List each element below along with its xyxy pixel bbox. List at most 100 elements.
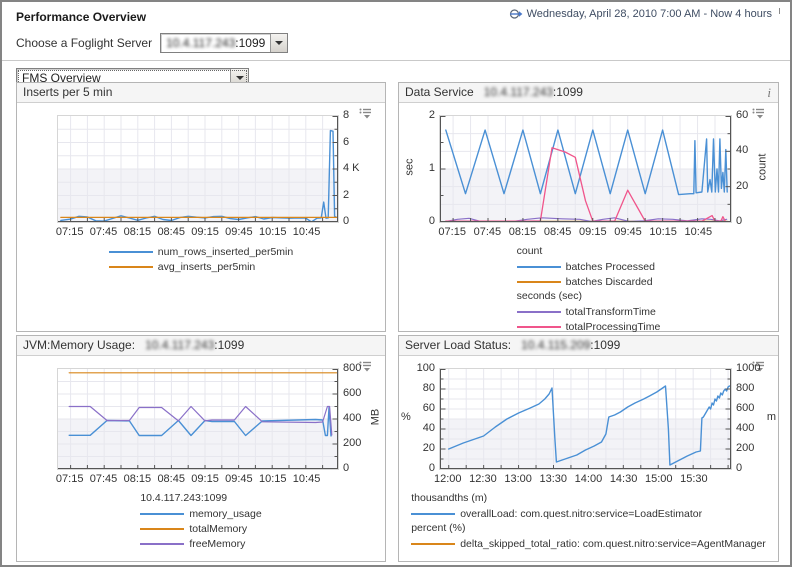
server-select-value: 10.4.117.243:1099	[161, 34, 270, 52]
legend-item-label: batches Discarded	[565, 275, 653, 288]
legend-group-header: seconds (sec)	[516, 290, 582, 302]
x-axis: 07:15 07:45 08:15 08:45 09:15 09:45 10:15 10:45	[438, 225, 732, 241]
y-tick-label: 0	[736, 462, 743, 474]
x-tick-label: 15:30	[680, 473, 708, 485]
chart-legend: thousandths (m) overallLoad: com.quest.ni…	[411, 491, 766, 551]
timerange-menu-icon[interactable]	[776, 8, 780, 14]
panel-port: :1099	[214, 338, 245, 352]
plot-area	[57, 115, 339, 223]
server-select[interactable]: 10.4.117.243:1099	[160, 33, 289, 53]
panel-title: Server Load Status:	[405, 338, 512, 352]
legend-line-swatch	[516, 280, 561, 283]
legend-line-swatch	[108, 250, 153, 253]
left-axis: 0 20 40 60 80 100%	[399, 362, 439, 474]
legend-item: batches Discarded	[516, 274, 653, 289]
legend-line-swatch	[516, 310, 561, 313]
legend-item: batches Processed	[516, 259, 655, 274]
legend-line-swatch	[411, 512, 456, 515]
legend-group-header: thousandths (m)	[411, 492, 488, 504]
legend-item-label: totalProcessingTime	[565, 320, 661, 333]
chart-options-icon[interactable]	[752, 106, 766, 119]
view-select-value: FMS Overview	[22, 71, 101, 85]
plot-area	[57, 368, 339, 470]
x-tick-label: 08:45	[157, 226, 185, 238]
x-tick-label: 10:15	[258, 226, 287, 238]
y-tick-label: 6	[343, 135, 350, 148]
x-tick-label: 08:15	[508, 226, 537, 238]
chart-data-service: 0 1 2 sec 0 20 40 60 count 07:15 07:45 08:15 08:45 09…	[399, 109, 778, 334]
info-icon[interactable]: i	[767, 85, 771, 100]
x-tick-label: 07:15	[55, 473, 84, 485]
chart-options-icon[interactable]	[359, 106, 373, 119]
y-tick-label: 1	[428, 162, 435, 174]
legend-item: totalMemory	[140, 521, 247, 536]
legend-item: totalProcessingTime	[516, 319, 661, 334]
y-tick-label: 0	[343, 462, 350, 474]
chart-body: 0 2 4 K 6 8	[17, 109, 385, 227]
legend-item-label: overallLoad: com.quest.nitro:service=Loa…	[460, 507, 703, 520]
right-axis: 0 200 400 600 800 1000 m	[732, 362, 778, 474]
legend-item-label: memory_usage	[189, 507, 262, 520]
panel-host-redacted: 10.4.115.209	[521, 338, 591, 352]
y-tick-label: 200	[736, 442, 755, 454]
panel-title: Data Service	[405, 85, 474, 99]
y-tick-label: 400	[343, 412, 362, 424]
x-tick-label: 07:45	[473, 226, 502, 238]
x-axis: 07:15 07:45 08:15 08:45 09:15 09:45 10:15 10:45	[56, 225, 339, 241]
panel-server-load-status: Server Load Status: 10.4.115.209:1099 0 2…	[398, 335, 779, 562]
y-tick-label: 20	[422, 442, 435, 454]
x-tick-label: 12:00	[434, 473, 462, 485]
x-tick-label: 10:45	[292, 226, 321, 238]
y-tick-label: 0	[343, 215, 350, 227]
chart-options-icon[interactable]	[752, 359, 766, 372]
axis-label: MB	[368, 408, 381, 426]
chart-body: 0 200 400 600 800 MB	[17, 362, 385, 474]
left-axis	[17, 115, 57, 223]
panel-port: :1099	[552, 85, 583, 99]
left-axis: 0 1 2 sec	[399, 109, 439, 227]
chart-options-icon[interactable]	[359, 359, 373, 372]
y-tick-label: 200	[343, 437, 362, 449]
y-tick-label: 20	[736, 179, 749, 192]
timerange-label: Wednesday, April 28, 2010 7:00 AM - Now …	[526, 8, 772, 20]
panel-title: Inserts per 5 min	[23, 85, 113, 99]
axis-label: count	[756, 153, 769, 181]
chart-legend: 10.4.117.243:1099 memory_usage totalMemory…	[140, 491, 262, 551]
x-tick-label: 08:45	[543, 226, 572, 238]
legend-item-label: freeMemory	[189, 537, 246, 550]
panel-inserts-per-5min: Inserts per 5 min 0 2 4 K 6 8 07:15 07:45 08:15…	[16, 82, 386, 332]
chart-legend: count batches Processed batches Discarded s…	[516, 244, 661, 334]
x-tick-label: 09:45	[225, 226, 253, 238]
x-tick-label: 10:15	[649, 226, 677, 238]
x-tick-label: 14:00	[574, 473, 603, 485]
server-select-label: Choose a Foglight Server	[16, 36, 153, 50]
y-tick-label: 0	[428, 215, 435, 227]
server-select-arrow-icon[interactable]	[270, 34, 288, 52]
y-tick-label: 40	[422, 422, 435, 434]
x-axis: 07:15 07:45 08:15 08:45 09:15 09:45 10:15 10:45	[55, 472, 339, 488]
legend-line-swatch	[140, 512, 185, 515]
axis-label: m	[766, 411, 776, 423]
x-tick-label: 09:15	[191, 473, 219, 485]
right-axis: 0 2 4 K 6 8	[339, 109, 385, 227]
x-tick-label: 07:15	[438, 226, 466, 238]
legend-item: num_rows_inserted_per5min	[108, 244, 293, 259]
panel-body: 0 2 4 K 6 8 07:15 07:45 08:15 08:45 09:15 09:45 10:…	[17, 103, 385, 274]
timerange-control[interactable]: Wednesday, April 28, 2010 7:00 AM - Now …	[509, 8, 780, 20]
panel-body: 0 20 40 60 80 100% 0 200 400 600 800 1000 m 12:00 12:3…	[399, 356, 778, 551]
chart-canvas	[58, 369, 338, 469]
y-tick-label: 800	[736, 382, 755, 394]
panel-data-service: Data Service 10.4.117.243:1099 i 0 1 2 sec 0…	[398, 82, 779, 334]
legend-item: overallLoad: com.quest.nitro:service=Loa…	[411, 506, 702, 521]
left-axis	[17, 368, 57, 470]
axis-label: %	[401, 411, 411, 423]
x-tick-label: 09:45	[614, 226, 642, 238]
panel-header: JVM:Memory Usage: 10.4.117.243:1099	[17, 336, 385, 356]
legend-group-header: count	[516, 245, 543, 257]
legend-item: avg_inserts_per5min	[108, 259, 255, 274]
panel-host-redacted: 10.4.117.243	[145, 338, 215, 352]
legend-item: delta_skipped_total_ratio: com.quest.nit…	[411, 536, 766, 551]
x-tick-label: 10:15	[258, 473, 287, 485]
y-tick-label: 2	[343, 188, 350, 201]
